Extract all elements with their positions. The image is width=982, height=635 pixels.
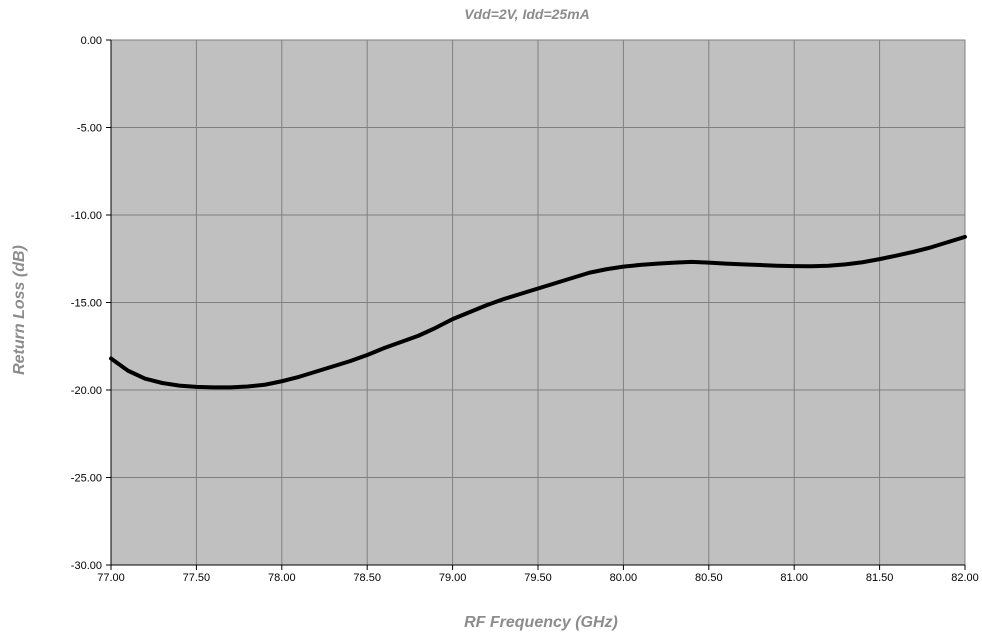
x-tick-label: 81.00 (780, 572, 808, 584)
series-line (109, 234, 967, 390)
tick-labels: 77.00 77.50 78.00 78.50 79.00 79.50 80.00 80.50… (71, 35, 979, 584)
x-tick-label: 80.00 (610, 572, 638, 584)
y-tick-label: -25.00 (71, 473, 102, 485)
x-tick-label: 77.50 (183, 572, 211, 584)
x-tick-label: 77.00 (97, 572, 125, 584)
grid-lines (111, 40, 965, 565)
x-tick-label: 79.50 (524, 572, 552, 584)
y-tick-label: 0.00 (81, 35, 102, 47)
x-tick-label: 81.50 (866, 572, 894, 584)
y-tick-label: -5.00 (77, 123, 102, 135)
x-axis-label: RF Frequency (GHz) (464, 614, 618, 631)
y-tick-label: -10.00 (71, 210, 102, 222)
x-tick-label: 79.00 (439, 572, 467, 584)
x-tick-label: 82.00 (951, 572, 979, 584)
y-tick-label: -30.00 (71, 560, 102, 572)
x-tick-label: 80.50 (695, 572, 723, 584)
axes (106, 39, 966, 570)
x-tick-label: 78.00 (268, 572, 296, 584)
x-tick-label: 78.50 (353, 572, 381, 584)
y-tick-label: -15.00 (71, 298, 102, 310)
chart-title: Vdd=2V, Idd=25mA (464, 6, 590, 22)
y-tick-label: -20.00 (71, 385, 102, 397)
y-axis-label: Return Loss (dB) (11, 245, 28, 375)
